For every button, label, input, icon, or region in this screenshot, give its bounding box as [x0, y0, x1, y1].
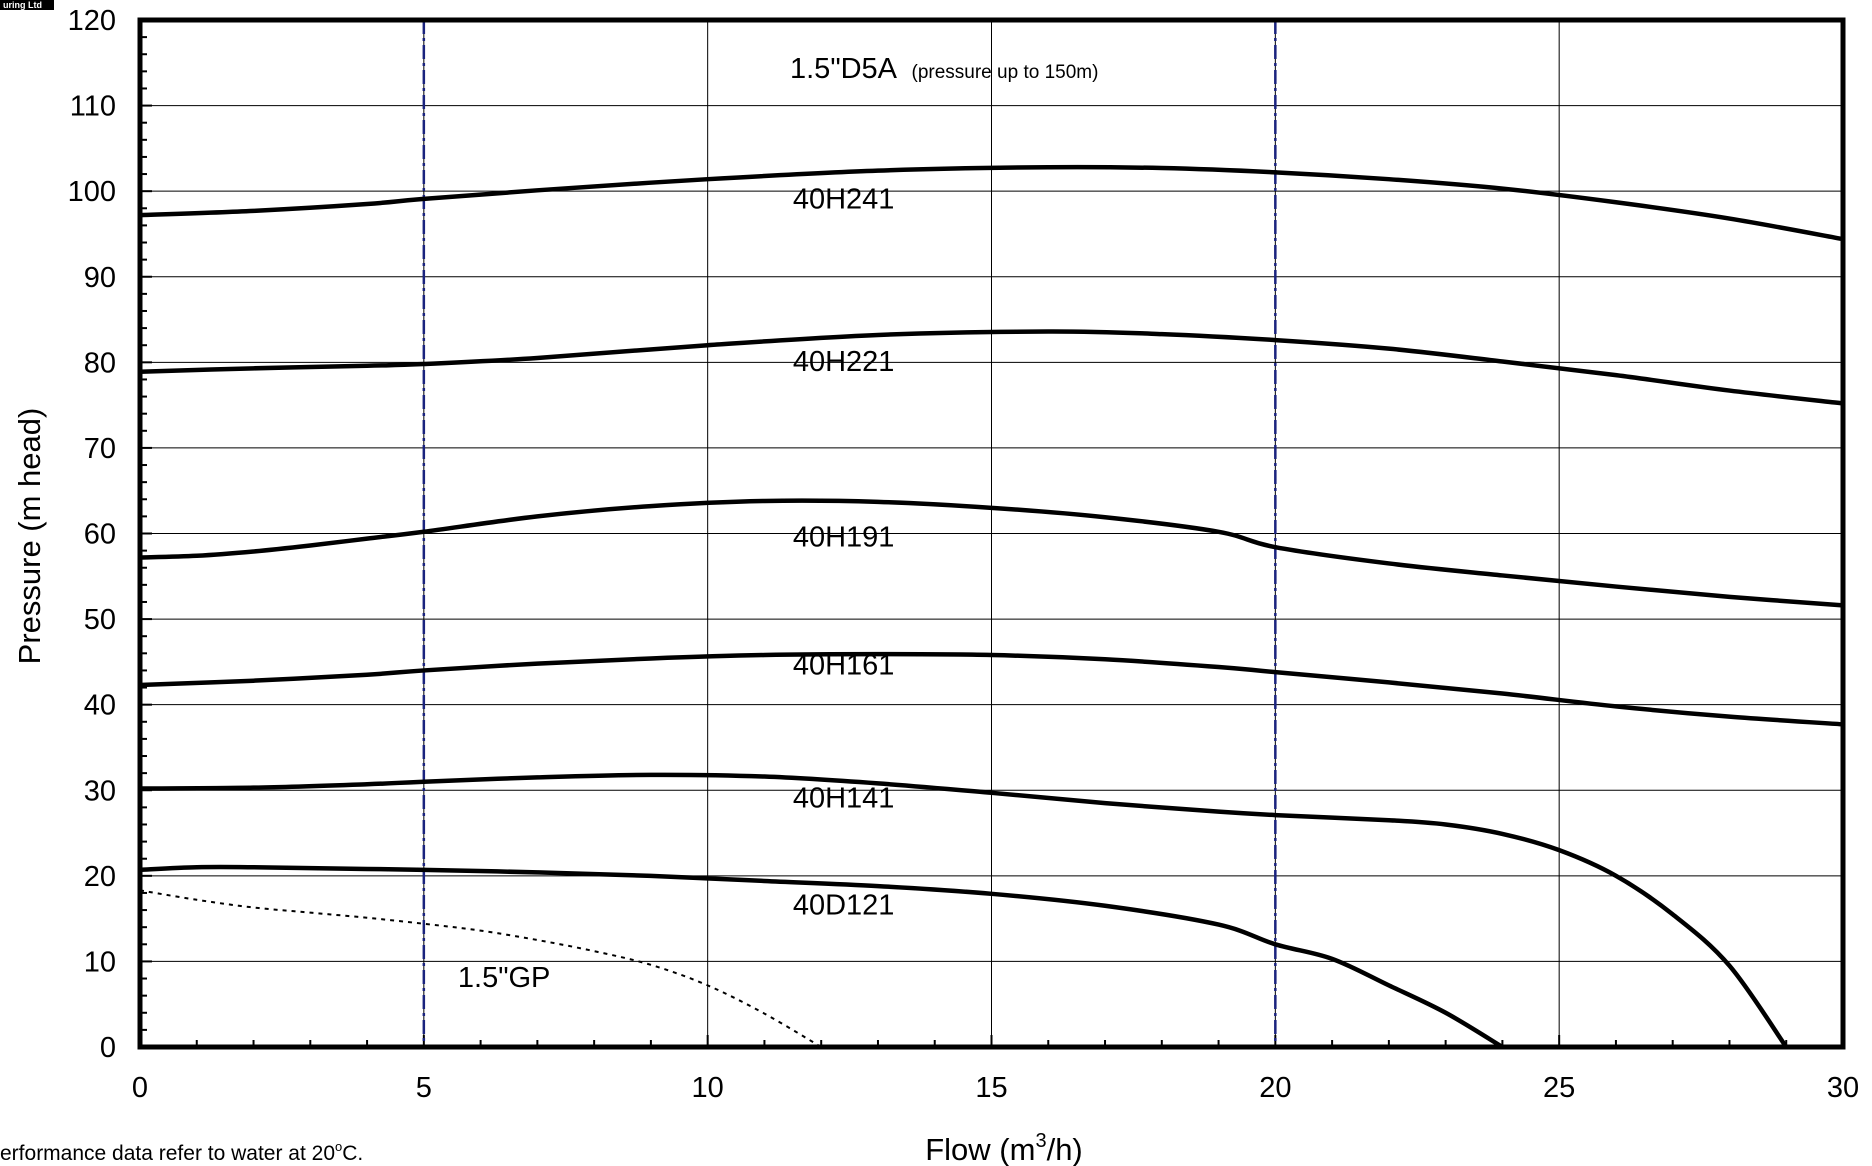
x-axis-title: Flow (m3/h)	[925, 1130, 1083, 1166]
series-label-0: 40H241	[793, 183, 895, 215]
y-tick-label-10: 10	[84, 946, 116, 978]
annotation-model: 1.5"D5A	[790, 53, 898, 85]
x-tick-label-30: 30	[1827, 1072, 1859, 1104]
series-label-2: 40H191	[793, 521, 895, 553]
x-tick-labels: 0 5 10 15 20 25 30	[132, 1072, 1859, 1104]
x-axis-title-sup: 3	[1035, 1130, 1046, 1152]
x-tick-label-15: 15	[975, 1072, 1007, 1104]
y-tick-label-120: 120	[68, 5, 116, 37]
y-tick-label-0: 0	[100, 1032, 116, 1064]
footnote-unit: C.	[342, 1142, 363, 1165]
y-axis-title: Pressure (m head)	[12, 408, 47, 665]
x-tick-label-10: 10	[692, 1072, 724, 1104]
model-annotation: 1.5"D5A (pressure up to 150m)	[790, 53, 1098, 85]
x-axis-title-pre: Flow (m	[925, 1132, 1035, 1166]
x-tick-label-0: 0	[132, 1072, 148, 1104]
y-tick-label-50: 50	[84, 604, 116, 636]
y-tick-label-100: 100	[68, 176, 116, 208]
series-label-3: 40H161	[793, 650, 895, 682]
series-line-1	[139, 329, 1844, 406]
corner-badge: uring Ltd	[0, 0, 54, 10]
annotation-detail: (pressure up to 150m)	[912, 62, 1099, 83]
series-line-5	[139, 864, 1504, 1049]
y-tick-label-40: 40	[84, 690, 116, 722]
y-tick-label-60: 60	[84, 519, 116, 551]
x-tick-label-25: 25	[1543, 1072, 1575, 1104]
y-tick-label-80: 80	[84, 347, 116, 379]
footnote: Performance data refer to water at 20oC.	[0, 1139, 363, 1165]
y-tick-label-90: 90	[84, 262, 116, 294]
footnote-sup: o	[335, 1139, 342, 1154]
x-tick-label-5: 5	[416, 1072, 432, 1104]
y-tick-label-70: 70	[84, 433, 116, 465]
footnote-text: Performance data refer to water at 20	[0, 1142, 335, 1165]
y-tick-labels: 0 10 20 30 40 50 60 70 80 90 100 110 120	[68, 5, 116, 1064]
series-lines	[139, 164, 1844, 1049]
x-tick-label-20: 20	[1259, 1072, 1291, 1104]
x-axis-title-post: /h)	[1047, 1132, 1083, 1166]
series-line-4	[139, 772, 1789, 1049]
plot-frame	[137, 17, 1846, 1050]
series-label-6: 1.5"GP	[458, 962, 551, 994]
y-tick-label-110: 110	[70, 91, 116, 123]
corner-badge-text: uring Ltd	[3, 0, 42, 10]
series-label-1: 40H221	[793, 346, 895, 378]
series-label-5: 40D121	[793, 889, 895, 921]
y-tick-label-20: 20	[84, 861, 116, 893]
series-line-2	[139, 498, 1844, 608]
series-line-0	[139, 164, 1844, 242]
y-tick-label-30: 30	[84, 775, 116, 807]
series-label-4: 40H141	[793, 782, 895, 814]
series-line-3	[139, 651, 1844, 727]
series-labels: 40H241 40H221 40H191 40H161 40H141 40D121 1.5"…	[458, 183, 895, 994]
series-line-6	[139, 889, 822, 1048]
